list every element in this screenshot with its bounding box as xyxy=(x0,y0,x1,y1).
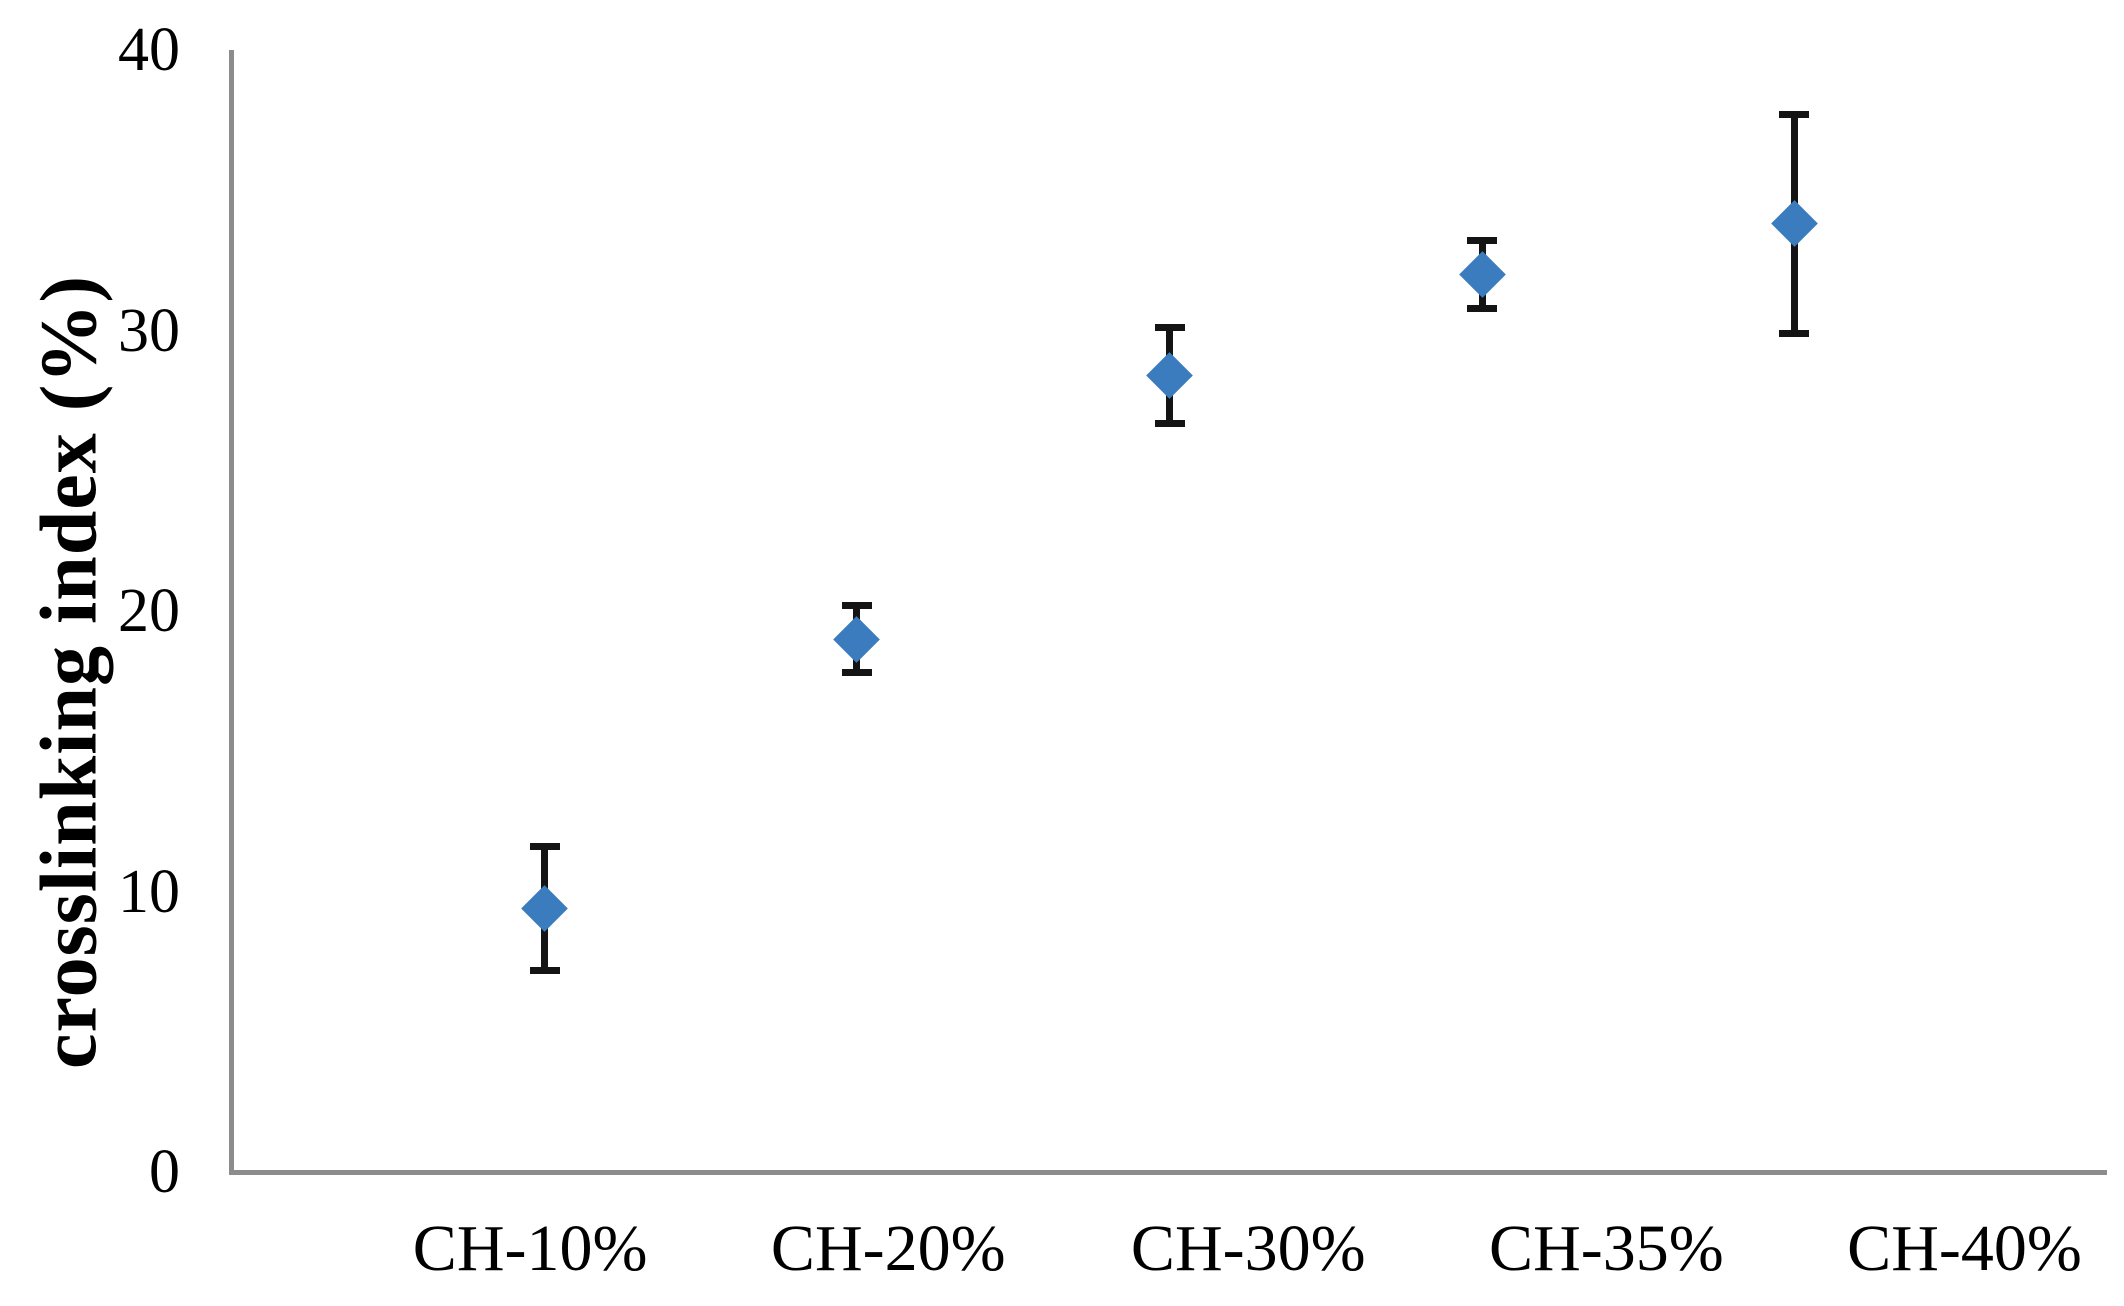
error-bar-bottom-cap xyxy=(1779,329,1810,337)
x-category-label: CH-10% xyxy=(412,1212,648,1285)
error-bar-bottom-cap xyxy=(1154,419,1185,427)
error-bar-bottom-cap xyxy=(529,966,560,974)
y-tick-label: 0 xyxy=(149,1138,180,1206)
error-bar-top-cap xyxy=(1154,324,1185,332)
data-point-marker xyxy=(521,884,568,932)
y-tick-label: 20 xyxy=(118,577,180,645)
error-bar-top-cap xyxy=(841,601,872,609)
y-tick-label: 40 xyxy=(118,16,180,84)
error-bar-top-cap xyxy=(529,843,560,851)
y-axis-line xyxy=(229,50,234,1175)
x-axis-line xyxy=(229,1170,2107,1175)
data-point-marker xyxy=(1458,251,1506,298)
x-category-label: CH-30% xyxy=(1130,1212,1366,1285)
data-point-marker xyxy=(1146,352,1193,399)
error-bar-top-cap xyxy=(1779,111,1810,118)
x-category-label: CH-20% xyxy=(770,1212,1006,1285)
y-axis-title: crosslinking index (%) xyxy=(25,275,114,1069)
data-point-marker xyxy=(1771,200,1818,248)
error-bar-bottom-cap xyxy=(1467,304,1498,312)
x-category-label: CH-35% xyxy=(1489,1212,1724,1285)
y-tick-label: 30 xyxy=(118,296,180,365)
data-point-marker xyxy=(833,615,881,663)
error-bar-top-cap xyxy=(1467,237,1498,245)
x-category-label: CH-40% xyxy=(1847,1212,2082,1285)
error-bar-bottom-cap xyxy=(841,669,872,677)
y-tick-label: 10 xyxy=(118,857,180,926)
